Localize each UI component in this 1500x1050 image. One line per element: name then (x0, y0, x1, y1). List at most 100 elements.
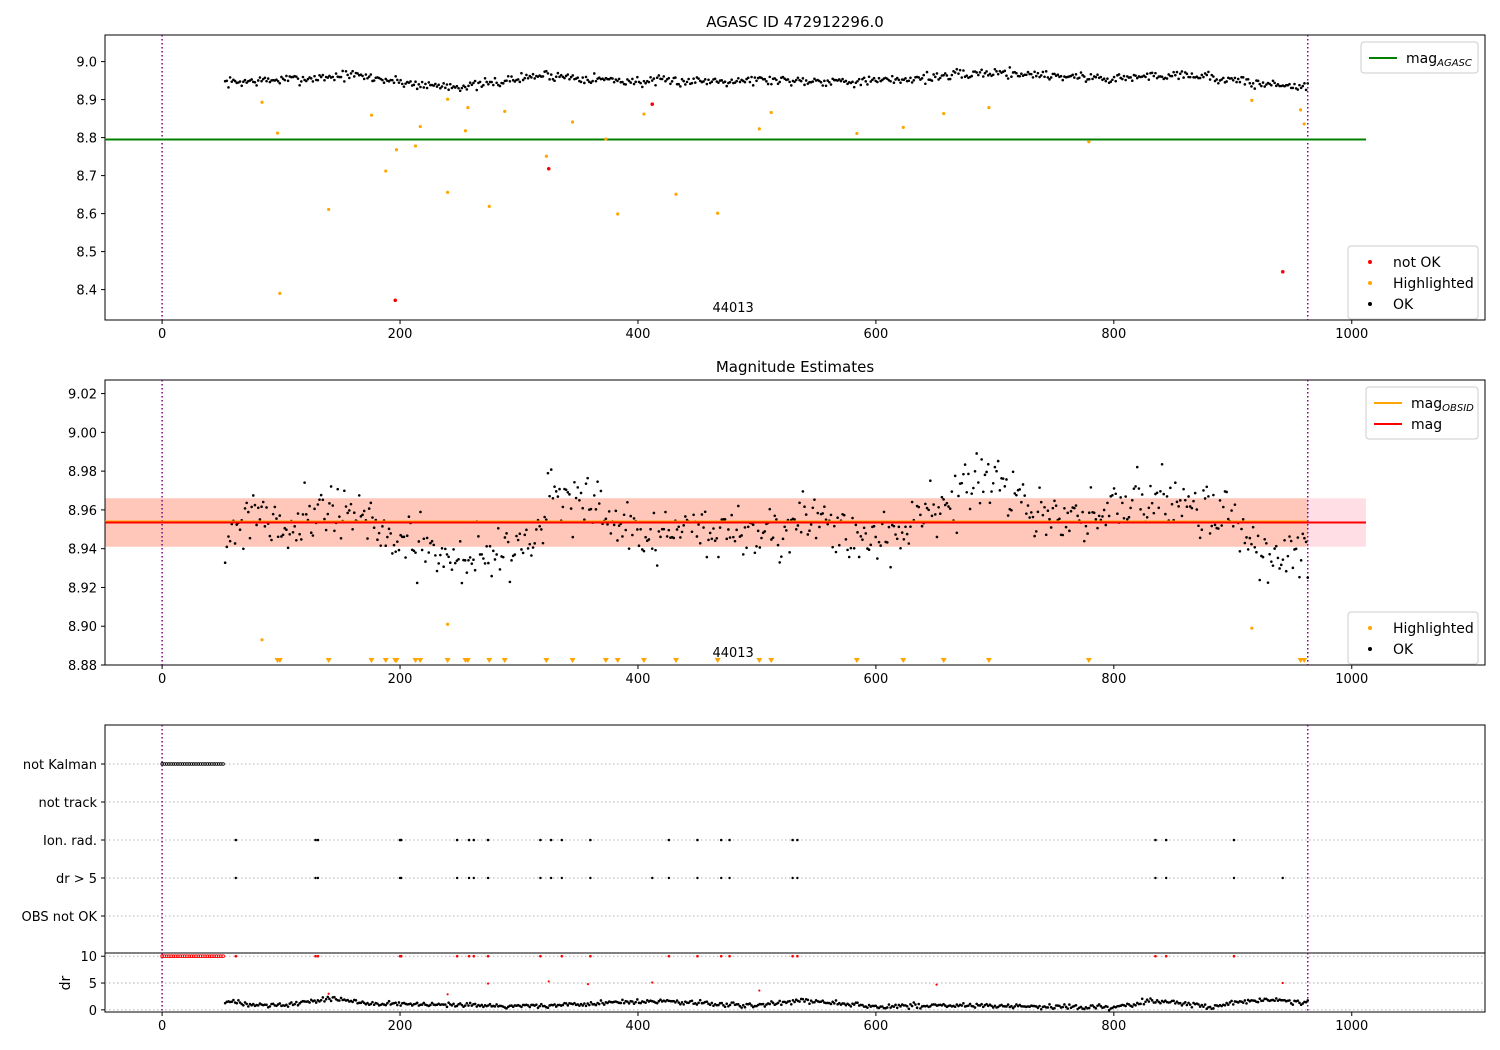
ok-point (1039, 74, 1043, 77)
dr-ok-point (1243, 999, 1247, 1002)
ok-point (821, 84, 825, 87)
ok-point (1157, 506, 1161, 510)
ok-point (629, 81, 633, 84)
ok-point (1142, 513, 1146, 516)
ok-point (1187, 495, 1190, 498)
ok-point (253, 503, 257, 507)
dr-ok-point (899, 1005, 902, 1008)
ok-point (725, 537, 729, 541)
dr-ok-point (917, 1002, 921, 1006)
dr-ok-point (285, 1003, 288, 1007)
dr-ok-point (1145, 998, 1149, 1001)
ok-point (1008, 66, 1012, 69)
ok-point (1183, 498, 1187, 502)
ok-point (1132, 487, 1136, 490)
dr-ok-point (780, 1003, 783, 1007)
ok-point (366, 76, 369, 80)
ok-point (558, 487, 561, 491)
ok-point (985, 470, 988, 474)
ok-point (1114, 79, 1118, 83)
ok-point (1304, 88, 1308, 92)
ok-point (245, 501, 248, 505)
dr-ok-point (813, 1000, 816, 1004)
dr-ok-point (981, 1005, 985, 1009)
dr-ok-point (991, 1006, 995, 1009)
ok-point (1207, 70, 1210, 74)
ok-point (746, 525, 750, 529)
ok-point (1112, 75, 1116, 79)
dr-capped-point (178, 954, 182, 959)
ok-point (391, 78, 394, 82)
ok-point (592, 72, 596, 75)
ok-point (361, 513, 364, 517)
dr-capped-point (196, 954, 201, 959)
flag-row-label: OBS not OK (22, 910, 98, 925)
ok-point (233, 542, 237, 545)
ion-rad-point (1164, 838, 1168, 842)
ok-point (1134, 74, 1137, 77)
dr-ok-point (809, 999, 813, 1002)
dr-ok-point (990, 1004, 993, 1008)
ok-point (758, 546, 762, 549)
ok-point (995, 469, 998, 473)
ok-point (798, 501, 801, 505)
dr-ok-point (1155, 999, 1159, 1002)
dr-ok-point (1046, 1006, 1050, 1009)
ok-point (568, 77, 571, 81)
ok-point (629, 514, 633, 518)
dr-ok-point (821, 999, 825, 1002)
ok-point (819, 80, 823, 84)
ok-point (1020, 500, 1023, 504)
ok-point (384, 77, 388, 81)
x-tick-label: 800 (1101, 1019, 1126, 1034)
highlighted-out-of-range-marker (1085, 658, 1092, 663)
ok-point (1084, 524, 1088, 528)
ok-point (569, 507, 573, 510)
ok-point (265, 79, 268, 83)
ok-point (794, 78, 798, 82)
dr-ok-point (1291, 1003, 1295, 1006)
ok-point (1094, 518, 1098, 521)
ok-point (1248, 536, 1252, 540)
ok-point (740, 534, 743, 537)
ok-point (341, 69, 344, 73)
ok-point (748, 80, 752, 84)
legend-dot-swatch (1368, 647, 1372, 651)
ok-point (1293, 82, 1296, 86)
ok-point (1246, 548, 1250, 551)
dr-ok-point (265, 1003, 268, 1007)
ok-point (568, 493, 571, 496)
dr-ok-point (251, 1002, 255, 1006)
ok-point (788, 551, 791, 554)
ok-point (702, 526, 705, 529)
ok-point (1107, 514, 1111, 518)
ion-rad-point (316, 838, 320, 842)
ok-point (1145, 72, 1149, 76)
ok-point (980, 68, 983, 72)
ok-point (1043, 75, 1046, 79)
ok-point (394, 75, 397, 78)
ok-point (313, 507, 316, 511)
ok-point (336, 487, 340, 491)
ok-point (521, 551, 525, 555)
dr-ok-point (589, 1001, 593, 1004)
ok-point (1188, 75, 1192, 79)
dr-ok-point (1208, 1005, 1212, 1009)
ok-point (367, 75, 371, 78)
dr-ok-point (1130, 1005, 1134, 1008)
highlighted-out-of-range-marker (464, 658, 471, 663)
ok-point (727, 528, 730, 531)
ok-point (682, 79, 685, 83)
ok-point (1076, 514, 1079, 518)
ok-point (412, 549, 416, 553)
highlighted-out-of-range-marker (393, 658, 400, 663)
ok-point (1203, 72, 1207, 75)
dr-ok-point (1245, 1002, 1248, 1005)
ok-point (627, 79, 631, 83)
ok-point (1011, 470, 1015, 474)
dr-ok-point (1180, 1004, 1184, 1007)
dr-ok-point (1274, 997, 1278, 1000)
ok-point (602, 78, 606, 82)
ok-point (298, 83, 301, 87)
ok-point (788, 80, 791, 84)
